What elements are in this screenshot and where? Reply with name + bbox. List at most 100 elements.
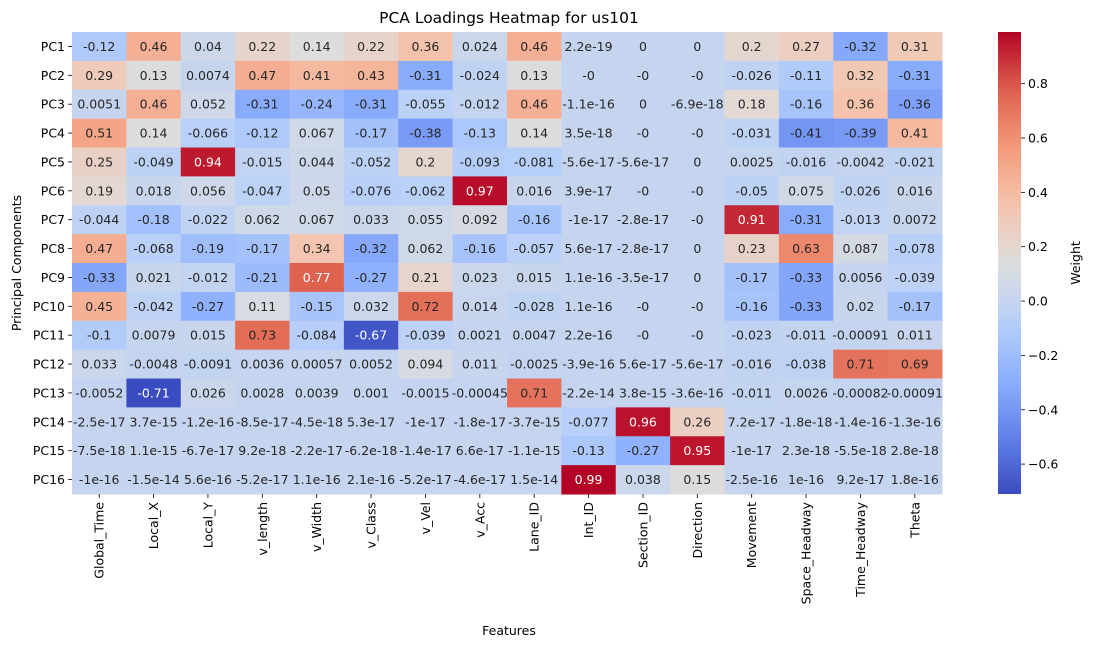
heatmap-cell <box>126 465 182 495</box>
cell-annotation: -1.4e-17 <box>399 443 452 458</box>
x-tick-label: Movement <box>744 502 759 568</box>
heatmap-cell <box>343 60 399 91</box>
heatmap-cell <box>180 147 236 177</box>
heatmap-cell <box>507 349 562 380</box>
heatmap-cell <box>343 147 399 177</box>
cell-annotation: -0.078 <box>895 241 935 256</box>
cell-annotation: -0.023 <box>732 328 772 343</box>
cell-annotation: 0.21 <box>412 270 440 285</box>
heatmap-cell <box>452 234 508 264</box>
heatmap-cell <box>833 465 889 495</box>
heatmap-cell <box>235 263 291 293</box>
heatmap-cell <box>507 234 562 264</box>
heatmap-cell <box>670 205 726 235</box>
heatmap-cell <box>778 320 834 351</box>
heatmap-cell <box>180 465 236 495</box>
x-tick-label: Lane_ID <box>527 502 542 552</box>
cell-annotation: -0.0015 <box>401 385 449 400</box>
heatmap-cell <box>235 378 291 408</box>
cell-annotation: 0 <box>693 154 701 169</box>
heatmap-cell <box>887 118 943 149</box>
heatmap-cell <box>72 205 127 235</box>
cell-annotation: 3.9e-17 <box>565 183 613 198</box>
cell-annotation: -0.039 <box>895 270 935 285</box>
heatmap-cell <box>452 263 508 293</box>
heatmap-cell <box>561 291 617 322</box>
heatmap-cell <box>452 32 508 62</box>
heatmap-cell <box>126 349 182 380</box>
cell-annotation: -6.7e-17 <box>182 443 235 458</box>
cell-annotation: 0.026 <box>190 385 226 400</box>
heatmap-cell <box>180 436 236 466</box>
cell-annotation: -0.31 <box>409 68 441 83</box>
cell-annotation: 5.6e-16 <box>184 472 232 487</box>
heatmap-cell <box>561 378 617 408</box>
heatmap-cell <box>126 32 182 62</box>
heatmap-cell <box>778 465 834 495</box>
cell-annotation: 0.0039 <box>295 385 339 400</box>
heatmap-cell <box>778 436 834 466</box>
heatmap-cell <box>833 378 889 408</box>
heatmap-cell <box>724 436 780 466</box>
heatmap-cell <box>343 465 399 495</box>
cell-annotation: -0.12 <box>83 39 115 54</box>
cell-annotation: -0.21 <box>246 270 278 285</box>
cell-annotation: -0.31 <box>246 97 278 112</box>
heatmap-cell <box>343 263 399 293</box>
heatmap-cell <box>72 349 127 380</box>
heatmap-cell <box>398 176 454 206</box>
heatmap-cell <box>615 465 671 495</box>
y-tick-label: PC4 <box>41 126 65 141</box>
heatmap-cell <box>72 234 127 264</box>
cell-annotation: -0.031 <box>732 126 772 141</box>
heatmap-cell <box>724 349 780 380</box>
cell-annotation: -0.042 <box>133 299 173 314</box>
cell-annotation: 0 <box>693 39 701 54</box>
cell-annotation: -1.3e-16 <box>889 414 942 429</box>
heatmap-cell <box>615 176 671 206</box>
heatmap-cell <box>778 407 834 437</box>
cell-annotation: -0.039 <box>405 328 445 343</box>
cell-annotation: 0.41 <box>303 68 331 83</box>
cell-annotation: -0.038 <box>786 357 826 372</box>
heatmap-cell <box>398 32 454 62</box>
heatmap-cell <box>507 436 562 466</box>
heatmap-cell <box>887 465 943 495</box>
heatmap-cell <box>72 89 127 120</box>
cell-annotation: -1e-17 <box>568 212 609 227</box>
cell-annotation: 0.032 <box>353 299 389 314</box>
heatmap-cell <box>724 118 780 149</box>
y-tick-label: PC10 <box>33 299 65 314</box>
cell-annotation: -2.2e-17 <box>290 443 343 458</box>
cell-annotation: -0.047 <box>242 183 282 198</box>
heatmap-cell <box>507 176 562 206</box>
heatmap-cell <box>561 320 617 351</box>
chart-title: PCA Loadings Heatmap for us101 <box>379 9 639 27</box>
cell-annotation: 0 <box>693 241 701 256</box>
cell-annotation: -0.12 <box>246 126 278 141</box>
y-tick-label: PC2 <box>41 68 65 83</box>
cell-annotation: -0.17 <box>246 241 278 256</box>
cell-annotation: 0.23 <box>738 241 766 256</box>
heatmap-cell <box>507 291 562 322</box>
heatmap-cell <box>180 205 236 235</box>
y-tick-label: PC8 <box>41 241 65 256</box>
heatmap-cell <box>615 407 671 437</box>
heatmap-cell <box>452 320 508 351</box>
cell-annotation: -0.31 <box>899 68 931 83</box>
cell-annotation: 0.067 <box>299 212 335 227</box>
heatmap-cell <box>398 234 454 264</box>
heatmap-cell <box>289 32 345 62</box>
cell-annotation: 0.02 <box>847 299 875 314</box>
cell-annotation: 0.36 <box>847 97 875 112</box>
colorbar-tick-label: −0.4 <box>1028 402 1058 417</box>
heatmap-cell <box>561 349 617 380</box>
cell-annotation: 0.31 <box>901 39 929 54</box>
heatmap-cell <box>833 89 889 120</box>
cell-annotation: -4.5e-18 <box>290 414 343 429</box>
cell-annotation: -0.33 <box>83 270 115 285</box>
cell-annotation: -3.7e-15 <box>508 414 561 429</box>
cell-annotation: 0.087 <box>843 241 879 256</box>
cell-annotation: 0.0036 <box>240 357 284 372</box>
cell-annotation: -0 <box>691 328 704 343</box>
